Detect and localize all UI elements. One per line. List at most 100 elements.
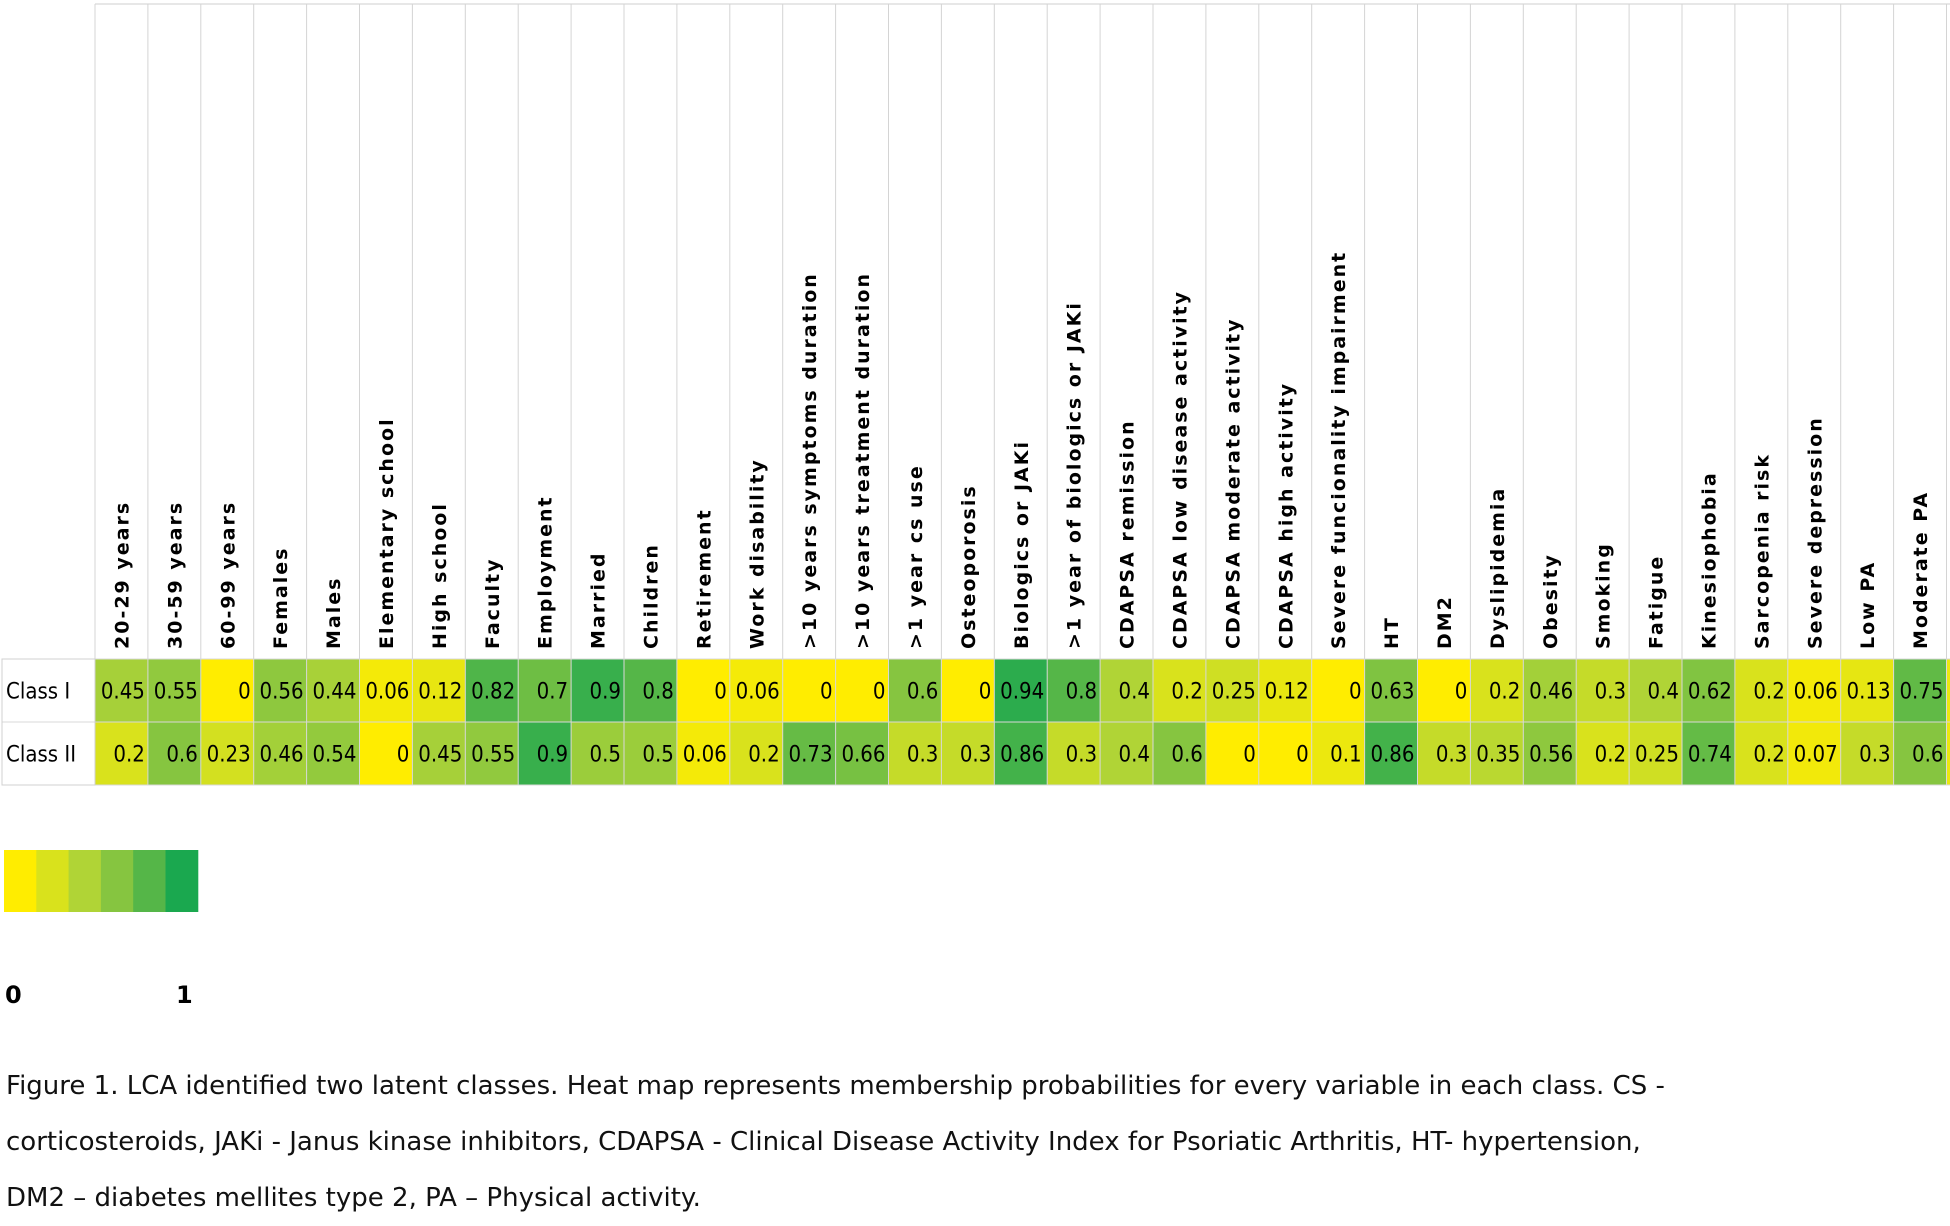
cell-value: 0.13: [1847, 680, 1891, 705]
cell-value: 0.9: [590, 680, 621, 705]
cell-value: 0.06: [365, 680, 409, 705]
caption-line-1: Figure 1. LCA identified two latent clas…: [6, 1058, 1906, 1114]
cell-value: 0.4: [1119, 743, 1150, 768]
cell-value: 0.56: [1529, 743, 1573, 768]
cell-value: 0.25: [1635, 743, 1679, 768]
cell-value: 0.73: [789, 743, 833, 768]
cell-value: 0.06: [1794, 680, 1838, 705]
column-label: Severe funcionality impairment: [1328, 251, 1350, 649]
cell-value: 0.2: [1171, 680, 1202, 705]
cell-value: 0.1: [1330, 743, 1361, 768]
column-label: Sarcopenia risk: [1751, 453, 1773, 649]
cell-value: 0.35: [1476, 743, 1520, 768]
cell-value: 0.06: [683, 743, 727, 768]
cell-value: 0: [1455, 680, 1468, 705]
column-label: Work disability: [746, 458, 768, 649]
cell-value: 0.7: [537, 680, 568, 705]
column-label: Married: [588, 552, 610, 649]
legend-min-label: 0: [5, 981, 22, 1009]
column-label: DM2: [1434, 595, 1456, 649]
cell-value: 0: [820, 680, 833, 705]
column-label: >10 years symptoms duration: [799, 272, 821, 649]
column-label: Children: [640, 543, 662, 649]
legend-swatch: [69, 850, 102, 912]
cell-value: 0.62: [1688, 680, 1732, 705]
cell-value: 0.07: [1794, 743, 1838, 768]
figure-caption: Figure 1. LCA identified two latent clas…: [6, 1058, 1906, 1226]
cell-value: 0.23: [207, 743, 251, 768]
column-label: CDAPSA high activity: [1275, 382, 1297, 649]
cell-value: 0: [1296, 743, 1309, 768]
heatmap-cell: [1947, 722, 1950, 785]
column-label: CDAPSA remission: [1117, 419, 1139, 649]
column-label: Obesity: [1540, 553, 1562, 649]
color-legend: 0 1: [4, 850, 198, 1009]
column-label: 60-99 years: [217, 501, 239, 649]
cell-value: 0.8: [642, 680, 673, 705]
column-label: CDAPSA low disease activity: [1169, 290, 1191, 649]
heatmap-cell: [1947, 659, 1950, 722]
cell-value: 0.12: [1265, 680, 1309, 705]
cell-value: 0.55: [471, 743, 515, 768]
cell-value: 0: [1243, 743, 1256, 768]
legend-swatch: [36, 850, 69, 912]
cell-value: 0.82: [471, 680, 515, 705]
cell-value: 0.12: [418, 680, 462, 705]
cell-value: 0.45: [101, 680, 145, 705]
column-label: Biologics or JAKi: [1011, 440, 1033, 649]
cell-value: 0.8: [1066, 680, 1097, 705]
cell-value: 0.44: [312, 680, 356, 705]
column-label: 30-59 years: [164, 501, 186, 649]
cell-value: 0.46: [1529, 680, 1573, 705]
cell-value: 0.46: [260, 743, 304, 768]
cell-value: 0.3: [960, 743, 991, 768]
legend-swatches: [4, 850, 198, 912]
cell-value: 0.55: [154, 680, 198, 705]
cell-value: 0.2: [1753, 743, 1784, 768]
column-label: Osteoporosis: [958, 484, 980, 649]
column-label: HT: [1381, 616, 1403, 649]
cell-value: 0.2: [113, 743, 144, 768]
column-label: CDAPSA moderate activity: [1222, 317, 1244, 649]
legend-max-label: 1: [176, 981, 193, 1009]
column-label: Elementary school: [376, 417, 398, 649]
cell-value: 0.3: [1066, 743, 1097, 768]
caption-line-2: corticosteroids, JAKi - Janus kinase inh…: [6, 1114, 1906, 1170]
cell-value: 0.4: [1119, 680, 1150, 705]
column-label: >10 years treatment duration: [852, 272, 874, 649]
column-label: High school: [429, 502, 451, 649]
row-label: Class I: [6, 680, 70, 705]
cell-value: 0.56: [260, 680, 304, 705]
cell-value: 0.63: [1370, 680, 1414, 705]
column-label: Moderate PA: [1910, 491, 1932, 649]
column-label: Females: [270, 547, 292, 649]
column-label: Retirement: [693, 508, 715, 649]
cell-value: 0: [1349, 680, 1362, 705]
cell-value: 0.6: [1171, 743, 1202, 768]
column-label: Smoking: [1593, 542, 1615, 649]
column-label: Kinesiophobia: [1698, 471, 1720, 649]
cell-value: 0.45: [418, 743, 462, 768]
cell-value: 0.6: [1912, 743, 1943, 768]
row-label: Class II: [6, 743, 76, 768]
cell-value: 0.3: [1595, 680, 1626, 705]
column-label: >1 year of biologics or JAKi: [1064, 301, 1086, 649]
column-label: Faculty: [482, 558, 504, 649]
cell-value: 0.9: [537, 743, 568, 768]
cell-value: 0.2: [1753, 680, 1784, 705]
cell-value: 0.75: [1899, 680, 1943, 705]
cell-value: 0: [238, 680, 251, 705]
cell-value: 0: [397, 743, 410, 768]
cell-value: 0.3: [1436, 743, 1467, 768]
legend-swatch: [4, 850, 37, 912]
cell-value: 0.66: [841, 743, 885, 768]
cell-value: 0.3: [1859, 743, 1890, 768]
legend-swatch: [101, 850, 134, 912]
cell-value: 0: [979, 680, 992, 705]
cell-value: 0.86: [1370, 743, 1414, 768]
cell-value: 0.2: [1489, 680, 1520, 705]
cell-value: 0: [873, 680, 886, 705]
